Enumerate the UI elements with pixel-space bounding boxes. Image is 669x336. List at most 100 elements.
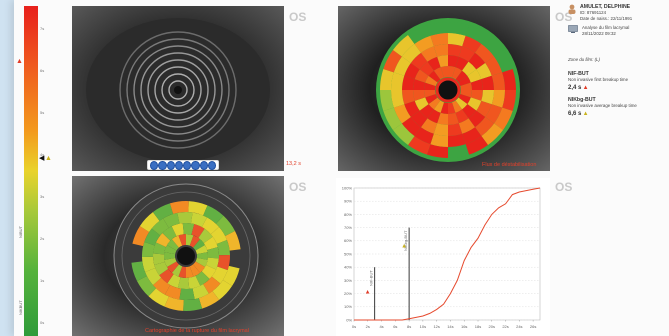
scale-vertical-label: NIBUT (18, 226, 23, 238)
destabilization-map-panel[interactable] (338, 6, 550, 171)
frame-dot-button[interactable] (174, 160, 183, 170)
flux-sector (433, 123, 448, 136)
flux-sector (502, 90, 516, 112)
breakup-sector (164, 245, 177, 255)
flux-sector (455, 70, 468, 83)
breakup-sector (190, 212, 208, 228)
flux-sector (470, 90, 483, 101)
flux-sector (430, 33, 448, 47)
flux-sector (458, 46, 476, 62)
flux-sector (455, 56, 469, 71)
breakup-sector (177, 277, 190, 289)
scale-tick: 0s (40, 320, 45, 325)
breakup-chart: 100% 90% 80% 70% 60% 50% 40% 30% 20% 10% 0%0s 2s 4s 6… (342, 185, 541, 329)
x-tick-label: 8s (407, 324, 411, 329)
flux-sector (448, 133, 466, 147)
frame-dot-button[interactable] (207, 160, 216, 170)
breakup-sector (203, 276, 221, 294)
eye-label: OS (555, 10, 573, 24)
flux-sector (468, 110, 486, 128)
y-tick-label: 20% (344, 291, 352, 296)
flux-sector (485, 56, 503, 76)
breakup-sector (164, 257, 177, 267)
flux-sector (491, 72, 505, 90)
flux-sector (460, 90, 472, 98)
breakup-sector (164, 284, 182, 300)
frame-dot-button[interactable] (191, 160, 200, 170)
flux-sector (380, 68, 394, 90)
nif-but-title: NIF-BUT (568, 71, 589, 77)
breakup-sector (201, 217, 220, 235)
flux-sector (414, 97, 429, 111)
x-tick-label: 14s (447, 324, 453, 329)
frame-dot-button[interactable] (199, 160, 208, 170)
analysis-title: Analyse du film lacrymal (582, 25, 630, 30)
flux-sector (448, 123, 463, 136)
x-tick-label: 0s (352, 324, 356, 329)
breakup-sector (210, 226, 227, 244)
flux-sector (455, 109, 469, 124)
x-tick-label: 12s (433, 324, 439, 329)
frame-dot-button[interactable] (158, 160, 167, 170)
breakup-sector (177, 212, 193, 224)
flux-sector (448, 22, 470, 36)
breakup-sector (217, 254, 230, 271)
flux-sector (427, 56, 441, 71)
breakup-sector (192, 284, 209, 300)
scale-ticks: 7s 6s 5s 4s 3s 2s 1s 0s (38, 6, 58, 336)
flux-sector (383, 50, 402, 73)
nikbut-description: Non invasive average breakup time (568, 103, 637, 108)
y-tick-label: 70% (344, 225, 352, 230)
flux-sector (419, 104, 434, 119)
breakup-sector (211, 266, 228, 284)
scale-tick: 2s (40, 236, 45, 241)
breakup-sector (207, 247, 219, 259)
frame-dot-button[interactable] (166, 160, 175, 170)
x-tick-label: 4s (379, 324, 383, 329)
analysis-block: Analyse du film lacrymal 28/11/2022 09:3… (568, 25, 666, 37)
x-tick-label: 16s (461, 324, 467, 329)
breakup-sector (195, 245, 208, 255)
frame-navigation-bar[interactable] (147, 160, 219, 170)
y-tick-label: 10% (344, 304, 352, 309)
flux-sector (465, 136, 488, 155)
flux-sector (481, 90, 494, 105)
breakup-sector (188, 275, 201, 289)
breakup-sector (142, 256, 156, 273)
y-tick-label: 80% (344, 212, 352, 217)
x-tick-label: 22s (502, 324, 508, 329)
flux-sector (383, 107, 402, 130)
flux-sector (430, 133, 448, 147)
breakup-sector (153, 242, 166, 255)
breakup-sector (151, 218, 169, 236)
breakup-sector (153, 253, 165, 265)
breakup-sector (201, 265, 217, 280)
flux-sector (467, 97, 482, 111)
flux-sector (481, 123, 504, 146)
flux-sector (420, 118, 438, 134)
frame-dot-button[interactable] (183, 160, 192, 170)
flux-sector (476, 100, 492, 118)
flux-sector (448, 33, 466, 47)
breakup-sector (189, 264, 201, 277)
flux-sector (467, 69, 482, 83)
eye-label: OS (289, 180, 307, 194)
breakup-sector (182, 223, 195, 235)
flux-sector (404, 100, 420, 118)
breakup-sector (137, 275, 157, 297)
scale-tick: 3s (40, 194, 45, 199)
flux-sector (425, 75, 438, 86)
nif-but-description: Non invasive first breakup time (568, 77, 629, 82)
flux-sector (448, 55, 459, 68)
monitor-icon (568, 25, 578, 33)
frame-dot-button[interactable] (150, 160, 159, 170)
flux-sector (428, 70, 441, 83)
flux-sector (502, 68, 516, 90)
placido-rings-panel[interactable] (72, 6, 284, 171)
breakup-sector (203, 205, 224, 224)
breakup-sector (171, 235, 183, 248)
patient-dob: Date de naiss.: 22/11/1991 (580, 16, 633, 21)
flux-sector (380, 90, 394, 112)
breakup-sector (154, 261, 169, 276)
breakup-map-panel[interactable] (72, 176, 284, 336)
